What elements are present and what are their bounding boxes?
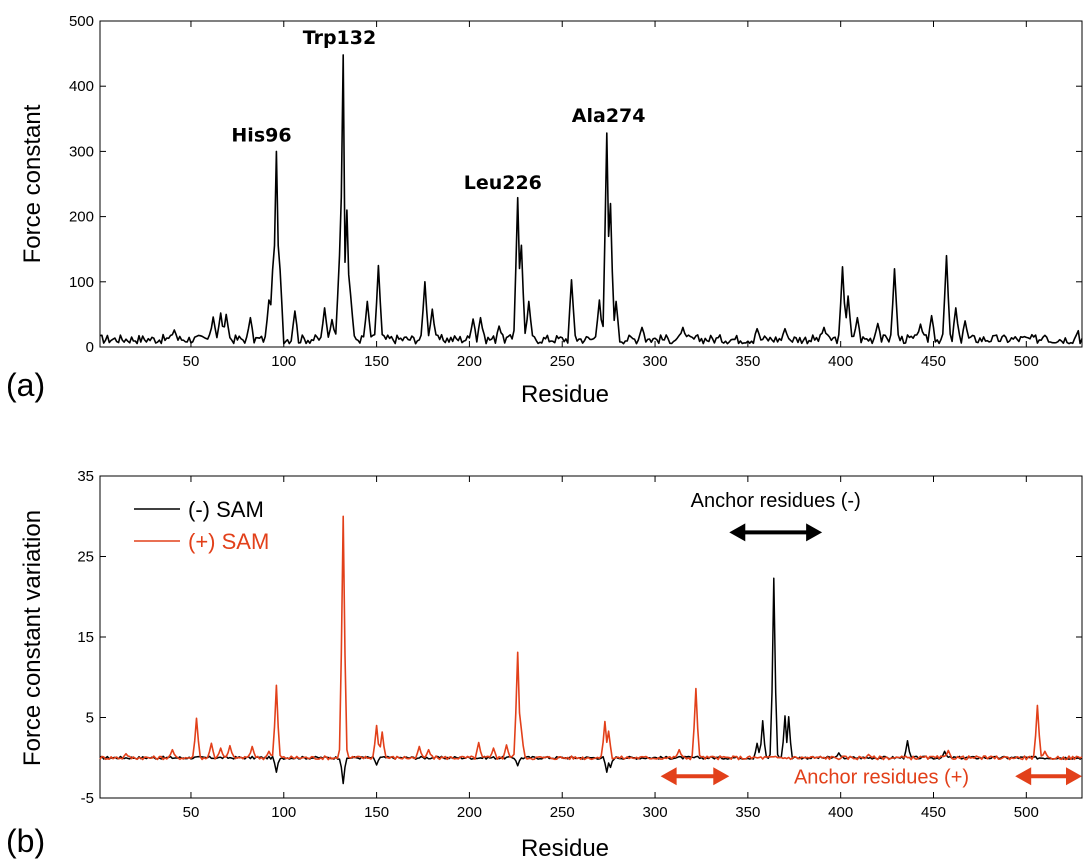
anchor-arrow xyxy=(1015,767,1082,786)
anchor-label: Anchor residues (+) xyxy=(794,766,969,788)
panel-a-y-ticks: 0 100 200 300 400 500 xyxy=(69,13,1082,356)
x-tick-label: 150 xyxy=(364,353,389,370)
x-tick-label: 50 xyxy=(183,804,200,821)
x-tick-label: 100 xyxy=(271,353,296,370)
panel-a-label: (a) xyxy=(6,367,45,403)
x-tick-label: 300 xyxy=(643,353,668,370)
panel-b-series-plus-sam xyxy=(99,515,1083,761)
panel-a-series-line xyxy=(99,54,1083,345)
x-tick-label: 450 xyxy=(921,804,946,821)
anchor-arrow xyxy=(729,523,823,542)
panel-b-y-ticks: -5 5 15 25 35 xyxy=(77,468,1082,807)
peak-label: Leu226 xyxy=(464,172,542,194)
y-tick-label: 100 xyxy=(69,274,94,291)
legend-label-minus-sam: (-) SAM xyxy=(188,497,264,522)
x-tick-label: 300 xyxy=(643,804,668,821)
x-tick-label: 450 xyxy=(921,353,946,370)
panel-b-xlabel: Residue xyxy=(521,835,609,859)
x-tick-label: 50 xyxy=(183,353,200,370)
x-tick-label: 200 xyxy=(457,804,482,821)
panel-b-x-ticks: 50 100 150 200 250 300 350 400 450 500 xyxy=(183,476,1039,821)
panel-b-ylabel: Force constant variation xyxy=(19,510,46,766)
x-tick-label: 350 xyxy=(735,804,760,821)
x-tick-label: 500 xyxy=(1014,353,1039,370)
y-tick-label: 500 xyxy=(69,13,94,30)
panel-b-frame xyxy=(99,475,1083,799)
y-tick-label: 300 xyxy=(69,143,94,160)
y-tick-label: 35 xyxy=(77,468,94,485)
y-tick-label: 200 xyxy=(69,209,94,226)
panel-b-annotations: Anchor residues (-) Anchor residues (+) xyxy=(660,490,1082,788)
x-tick-label: 250 xyxy=(550,353,575,370)
x-tick-label: 250 xyxy=(550,804,575,821)
peak-label: Trp132 xyxy=(303,27,377,49)
panel-b-label: (b) xyxy=(6,823,45,859)
panel-a-xlabel: Residue xyxy=(521,381,609,408)
y-tick-label: 5 xyxy=(86,710,94,727)
peak-label: His96 xyxy=(231,125,291,147)
anchor-arrow xyxy=(660,767,730,786)
panel-b-series-minus-sam xyxy=(99,577,1083,785)
x-tick-label: 400 xyxy=(828,353,853,370)
panel-a-x-ticks: 50 100 150 200 250 300 350 400 450 500 xyxy=(183,21,1039,370)
x-tick-label: 150 xyxy=(364,804,389,821)
panel-b-legend: (-) SAM (+) SAM xyxy=(134,497,269,554)
x-tick-label: 200 xyxy=(457,353,482,370)
legend-label-plus-sam: (+) SAM xyxy=(188,529,269,554)
y-tick-label: -5 xyxy=(81,790,94,807)
panel-a: 0 100 200 300 400 500 50 100 150 200 250 300 350 400… xyxy=(6,13,1083,408)
peak-label: Ala274 xyxy=(572,105,646,127)
x-tick-label: 400 xyxy=(828,804,853,821)
panel-a-frame xyxy=(99,20,1083,348)
y-tick-label: 400 xyxy=(69,78,94,95)
x-tick-label: 500 xyxy=(1014,804,1039,821)
anchor-label: Anchor residues (-) xyxy=(691,490,861,512)
y-tick-label: 25 xyxy=(77,549,94,566)
panel-a-annotations: His96 Trp132 Leu226 Ala274 xyxy=(231,27,645,194)
y-tick-label: 0 xyxy=(86,339,94,356)
x-tick-label: 350 xyxy=(735,353,760,370)
y-tick-label: 15 xyxy=(77,629,94,646)
x-tick-label: 100 xyxy=(271,804,296,821)
panel-a-ylabel: Force constant xyxy=(19,104,46,263)
